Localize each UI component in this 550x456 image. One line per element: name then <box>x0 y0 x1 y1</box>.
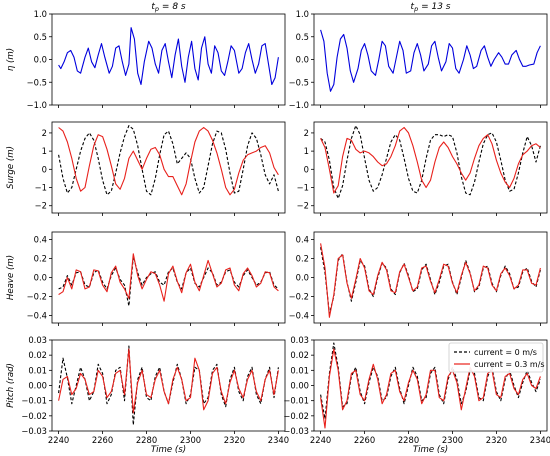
column-title-value: = 13 s <box>418 2 451 12</box>
x-tick-label: 2240 <box>310 435 331 445</box>
legend-label: current = 0.3 m/s <box>474 360 545 369</box>
series-line <box>58 125 279 196</box>
series-line <box>58 253 279 302</box>
y-tick-label: −1.0 <box>289 100 309 110</box>
y-tick-label: 0.2 <box>34 254 47 264</box>
x-tick-label: 2300 <box>180 435 201 445</box>
axes-frame <box>51 231 286 324</box>
y-axis-label: Surge (m) <box>6 146 16 189</box>
series-line <box>320 243 541 318</box>
series-line <box>320 348 541 429</box>
y-tick-label: 0.03 <box>28 335 47 345</box>
y-tick-label: −2 <box>297 201 309 211</box>
y-tick-label: 0 <box>42 164 47 174</box>
y-tick-label: 0.0 <box>296 273 309 283</box>
y-tick-label: −1 <box>35 183 47 193</box>
y-tick-label: −0.03 <box>21 426 47 436</box>
y-tick-label: 1.0 <box>34 9 47 19</box>
x-tick-label: 2300 <box>442 435 463 445</box>
y-tick-label: 0.4 <box>34 235 47 245</box>
column-title-symbol: t <box>411 2 415 12</box>
x-axis-label: Time (s) <box>151 445 186 455</box>
subplot-panel: 1.0 0.5 0.0 −0.5 −1.0 <box>27 9 286 110</box>
y-tick-label: −1 <box>297 183 309 193</box>
y-tick-label: 0.03 <box>290 335 309 345</box>
series-line <box>320 29 541 92</box>
y-tick-label: 0.2 <box>296 254 309 264</box>
column-title-symbol: t <box>151 2 155 12</box>
subplot-panel: 2 1 0 −1 −2 <box>297 121 548 216</box>
y-tick-label: 0.0 <box>34 55 47 65</box>
x-tick-label: 2260 <box>354 435 375 445</box>
series-line <box>320 125 541 199</box>
y-tick-label: −0.4 <box>289 310 309 320</box>
legend: current = 0 m/s current = 0.3 m/s <box>448 342 545 373</box>
y-tick-label: 0.02 <box>290 350 309 360</box>
column-title-subscript: p <box>413 5 418 13</box>
x-tick-label: 2260 <box>92 435 113 445</box>
column-title-subscript: p <box>154 5 159 13</box>
series-line <box>58 345 279 426</box>
subplot-panel: 2 1 0 −1 −2 <box>35 121 286 216</box>
x-tick-label: 2320 <box>224 435 245 445</box>
y-tick-label: 0.01 <box>28 365 47 375</box>
x-tick-label: 2340 <box>268 435 289 445</box>
y-tick-label: 0.4 <box>296 235 309 245</box>
subplot-panel: 0.4 0.2 0.0 −0.2 −0.4 <box>289 231 548 326</box>
y-tick-label: −1.0 <box>27 100 47 110</box>
y-tick-label: 0.01 <box>290 365 309 375</box>
legend-label: current = 0 m/s <box>474 348 537 357</box>
y-tick-label: −0.02 <box>21 411 47 421</box>
y-tick-label: 0 <box>304 164 309 174</box>
series-line <box>58 348 279 414</box>
subplot-panel: 0.4 0.2 0.0 −0.2 −0.4 <box>27 231 286 326</box>
column-title: tp = 8 s <box>151 2 186 13</box>
x-tick-label: 2280 <box>136 435 157 445</box>
y-axis-label: Heave (m) <box>6 255 16 300</box>
column-title-value: = 8 s <box>159 2 186 12</box>
y-tick-label: −0.2 <box>289 291 309 301</box>
x-tick-label: 2340 <box>530 435 550 445</box>
series-line <box>58 256 279 307</box>
y-tick-label: −0.5 <box>289 77 309 87</box>
column-title: tp = 13 s <box>411 2 451 13</box>
y-tick-label: −0.5 <box>27 77 47 87</box>
series-line <box>58 126 279 196</box>
legend-box <box>448 342 544 373</box>
series-line <box>320 126 541 194</box>
axes-frame <box>313 121 548 214</box>
y-tick-label: 0.00 <box>290 381 309 391</box>
y-tick-label: −2 <box>35 201 47 211</box>
y-tick-label: 0.5 <box>34 32 47 42</box>
y-axis-label: Pitch (rad) <box>6 363 16 408</box>
series-line <box>58 27 279 86</box>
x-tick-label: 2240 <box>48 435 69 445</box>
y-tick-label: 0.5 <box>296 32 309 42</box>
y-tick-label: −0.4 <box>27 310 47 320</box>
y-tick-label: 0.0 <box>34 273 47 283</box>
subplot-panel: 1.0 0.5 0.0 −0.5 −1.0 <box>289 9 548 110</box>
y-tick-label: −0.01 <box>283 396 309 406</box>
y-tick-label: 0.0 <box>296 55 309 65</box>
y-tick-label: 0.00 <box>28 381 47 391</box>
y-tick-label: 0.02 <box>28 350 47 360</box>
y-axis-label: η (m) <box>6 48 16 71</box>
y-tick-label: 1.0 <box>296 9 309 19</box>
y-tick-label: 1 <box>304 146 309 156</box>
x-tick-label: 2280 <box>398 435 419 445</box>
y-tick-label: 2 <box>304 128 309 138</box>
y-tick-label: −0.01 <box>21 396 47 406</box>
y-tick-label: −0.2 <box>27 291 47 301</box>
y-tick-label: 2 <box>42 128 47 138</box>
y-tick-label: −0.03 <box>283 426 309 436</box>
x-axis-label: Time (s) <box>413 445 448 455</box>
axes-frame <box>51 121 286 214</box>
y-tick-label: −0.02 <box>283 411 309 421</box>
x-tick-label: 2320 <box>486 435 507 445</box>
y-tick-label: 1 <box>42 146 47 156</box>
